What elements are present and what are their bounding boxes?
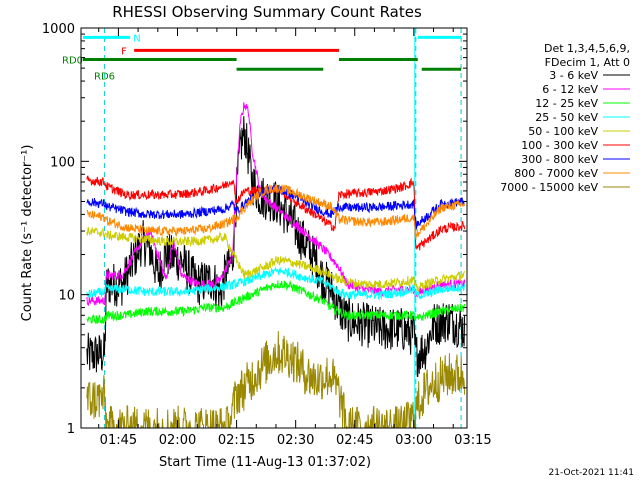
legend-entry-label: 3 - 6 keV — [549, 69, 598, 82]
legend: Det 1,3,4,5,6,9,FDecim 1, Att 03 - 6 keV… — [500, 42, 630, 194]
series-line — [86, 279, 466, 325]
series-line — [86, 185, 465, 230]
x-tick-label: 02:45 — [336, 433, 373, 448]
series-50-100-kev — [86, 226, 466, 292]
flag-label-rd0: RD0 — [62, 56, 83, 67]
series-layer — [86, 102, 466, 430]
y-tick-label: 1 — [67, 422, 75, 437]
legend-entry-label: 50 - 100 keV — [528, 125, 598, 138]
legend-entry-label: 800 - 7000 keV — [514, 167, 598, 180]
y-axis-label: Count Rate (s⁻¹ detector⁻¹) — [20, 145, 35, 322]
legend-entry-label: 12 - 25 keV — [535, 97, 598, 110]
axes: 1 10 100 1000 01:45 02:00 02:15 02:30 02:45 03:00… — [42, 22, 492, 448]
legend-entry-label: 300 - 800 keV — [521, 153, 598, 166]
x-tick-label: 02:15 — [218, 433, 255, 448]
x-tick-label: 03:15 — [454, 433, 491, 448]
series-line — [86, 183, 466, 240]
flag-label-f: F — [121, 46, 127, 57]
x-tick-label: 02:00 — [159, 433, 196, 448]
series-300-800-kev — [86, 185, 465, 230]
legend-header: FDecim 1, Att 0 — [545, 56, 630, 69]
x-tick-label: 03:00 — [395, 433, 432, 448]
legend-entry-label: 6 - 12 keV — [542, 83, 598, 96]
y-tick-label: 10 — [58, 289, 75, 304]
series-800-7000-kev — [86, 183, 466, 240]
x-tick-label: 01:45 — [100, 433, 137, 448]
legend-entry-label: 25 - 50 keV — [535, 111, 598, 124]
series-12-25-kev — [86, 279, 466, 325]
legend-header: Det 1,3,4,5,6,9, — [544, 42, 630, 55]
x-tick-label: 02:30 — [277, 433, 314, 448]
x-axis-label: Start Time (11-Aug-13 01:37:02) — [159, 455, 371, 470]
flag-label-n: N — [133, 33, 140, 44]
series-line — [86, 267, 466, 301]
legend-entry-label: 100 - 300 keV — [521, 139, 598, 152]
legend-entry-label: 7000 - 15000 keV — [500, 181, 598, 194]
flag-bars: NF RD0 RD6 — [62, 33, 462, 82]
chart-title: RHESSI Observing Summary Count Rates — [112, 3, 422, 21]
series-25-50-kev — [86, 267, 466, 301]
y-tick-label: 100 — [50, 155, 75, 170]
series-line — [86, 331, 466, 430]
footer-timestamp: 21-Oct-2021 11:41 — [549, 468, 634, 478]
plot-frame — [80, 27, 468, 429]
y-tick-label: 1000 — [42, 22, 75, 37]
flag-label-rd6: RD6 — [94, 71, 115, 82]
series-line — [86, 226, 466, 292]
series-7000-15000-kev — [86, 331, 466, 430]
